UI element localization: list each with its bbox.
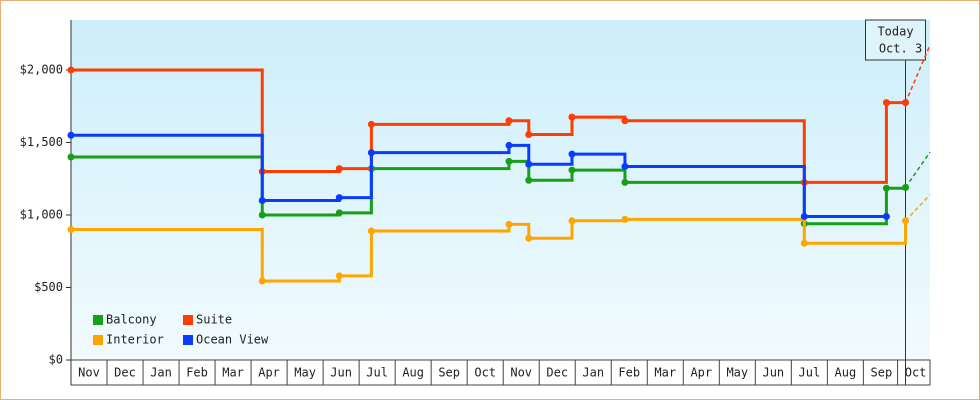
point [568, 150, 576, 158]
x-tick-label: Jul [366, 366, 388, 380]
legend-swatch [93, 335, 103, 345]
legend-swatch [183, 335, 193, 345]
point [525, 160, 533, 168]
plot-area [71, 20, 930, 360]
point [367, 227, 375, 235]
forecast-line [904, 44, 931, 103]
point [800, 239, 808, 247]
point [335, 272, 343, 280]
x-tick-label: Dec [546, 366, 568, 380]
point [525, 234, 533, 242]
x-tick-label: Dec [114, 366, 136, 380]
point [67, 66, 75, 74]
x-tick-label: Jun [330, 366, 352, 380]
point [258, 211, 266, 219]
point [525, 131, 533, 139]
series-line [71, 133, 887, 218]
point [621, 162, 629, 170]
x-tick-label: Nov [510, 366, 532, 380]
x-tick-label: May [294, 366, 316, 380]
y-tick-label: $1,500 [20, 135, 63, 149]
point [621, 178, 629, 186]
point [367, 120, 375, 128]
point [67, 153, 75, 161]
x-tick-label: Apr [690, 366, 712, 380]
point [525, 176, 533, 184]
x-tick-label: Apr [258, 366, 280, 380]
x-tick-label: Mar [654, 366, 676, 380]
forecast-line [904, 151, 931, 188]
x-tick-label: May [726, 366, 748, 380]
x-tick-label: Jul [799, 366, 821, 380]
point [568, 217, 576, 225]
x-tick-label: Oct [905, 366, 927, 380]
x-axis-band [70, 359, 931, 386]
forecast-line [904, 194, 931, 222]
y-tick-label: $2,000 [20, 63, 63, 77]
x-tick-label: Jan [582, 366, 604, 380]
legend-label: Suite [196, 313, 232, 327]
today-box [865, 19, 927, 61]
point [882, 184, 890, 192]
point [882, 212, 890, 220]
y-tick-label: $500 [34, 280, 63, 294]
x-tick-label: Nov [78, 366, 100, 380]
x-tick-label: Aug [835, 366, 857, 380]
point [258, 197, 266, 205]
x-tick-label: Sep [438, 366, 460, 380]
point [505, 157, 513, 165]
legend-label: Balcony [106, 313, 157, 327]
legend-label: Ocean View [196, 333, 269, 347]
x-tick-label: Jun [762, 366, 784, 380]
y-tick-label: $0 [49, 353, 63, 367]
x-tick-label: Feb [186, 366, 208, 380]
point [335, 165, 343, 173]
today-label: Today [877, 25, 913, 39]
point [505, 117, 513, 125]
point [568, 166, 576, 174]
point [621, 215, 629, 223]
point [621, 117, 629, 125]
point [335, 194, 343, 202]
today-label: Oct. 3 [879, 42, 922, 56]
point [67, 131, 75, 139]
point [505, 220, 513, 228]
point [258, 277, 266, 285]
x-tick-label: Feb [618, 366, 640, 380]
legend-label: Interior [106, 333, 164, 347]
point [800, 212, 808, 220]
x-tick-label: Aug [402, 366, 424, 380]
point [505, 141, 513, 149]
point [882, 99, 890, 107]
point [335, 209, 343, 217]
point [568, 113, 576, 121]
legend-swatch [93, 315, 103, 325]
point [67, 226, 75, 234]
point [367, 149, 375, 157]
x-tick-label: Jan [150, 366, 172, 380]
x-tick-label: Oct [474, 366, 496, 380]
y-tick-label: $1,000 [20, 208, 63, 222]
legend-swatch [183, 315, 193, 325]
x-tick-label: Mar [222, 366, 244, 380]
x-tick-label: Sep [871, 366, 893, 380]
